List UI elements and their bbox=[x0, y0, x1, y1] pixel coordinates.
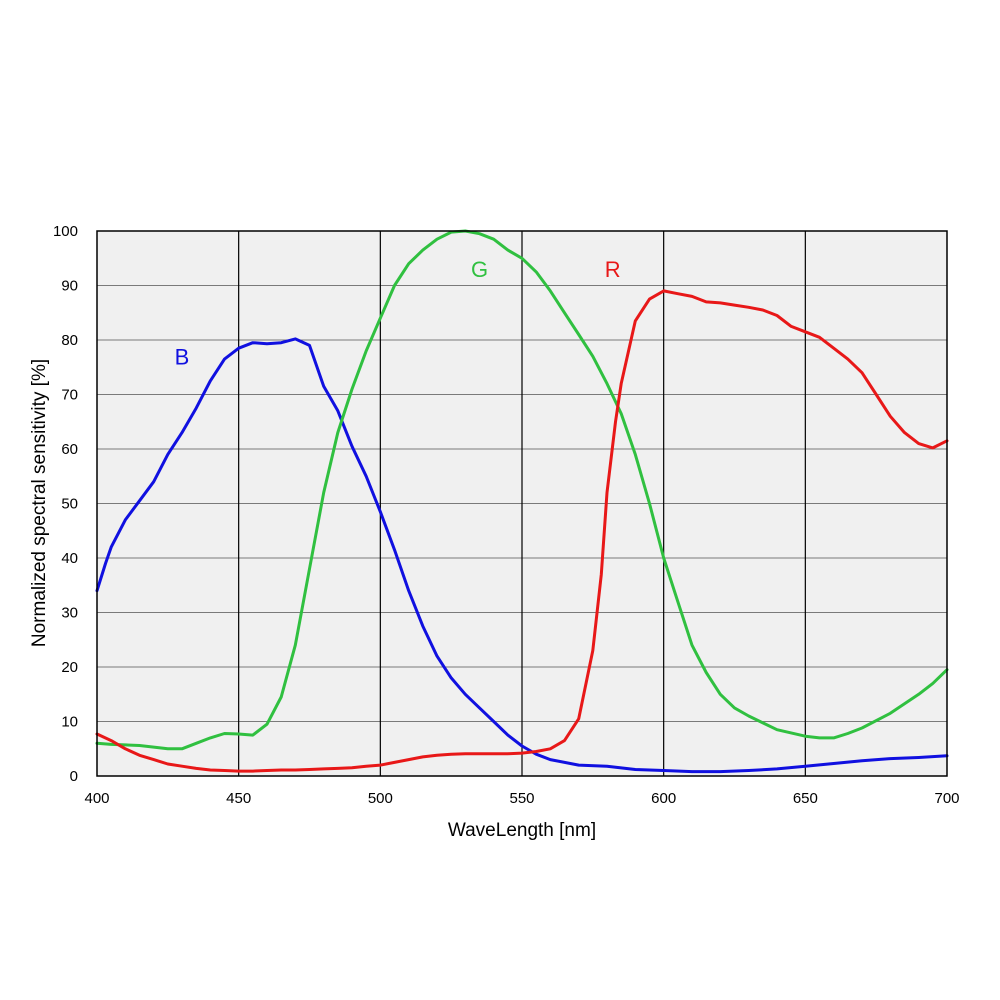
y-axis-title: Normalized spectral sensitivity [%] bbox=[29, 359, 50, 647]
x-axis-title: WaveLength [nm] bbox=[448, 820, 596, 841]
series-line-R bbox=[95, 289, 949, 773]
x-tick-label: 600 bbox=[651, 790, 676, 807]
y-tick-label: 100 bbox=[53, 223, 78, 240]
plot-border bbox=[96, 230, 948, 777]
series-line-G bbox=[95, 229, 949, 751]
y-tick-label: 80 bbox=[61, 332, 78, 349]
series-label-G: G bbox=[471, 257, 488, 282]
y-tick-label: 20 bbox=[61, 659, 78, 676]
y-tick-label: 90 bbox=[61, 278, 78, 295]
x-tick-label: 550 bbox=[509, 790, 534, 807]
series-line-B bbox=[95, 337, 949, 774]
y-axis-ticks: 0 10 20 30 40 50 60 70 80 90 100 bbox=[53, 223, 78, 785]
y-tick-label: 50 bbox=[61, 496, 78, 513]
y-tick-label: 0 bbox=[70, 768, 78, 785]
series-lines bbox=[95, 229, 949, 774]
x-axis-ticks: 400 450 500 550 600 650 700 bbox=[84, 790, 959, 807]
series-labels: B G R bbox=[175, 257, 621, 369]
x-tick-label: 450 bbox=[226, 790, 251, 807]
x-tick-label: 400 bbox=[84, 790, 109, 807]
y-tick-label: 40 bbox=[61, 550, 78, 567]
plot-frame bbox=[96, 230, 948, 777]
series-label-R: R bbox=[605, 257, 621, 282]
gridlines bbox=[97, 231, 947, 776]
y-tick-label: 30 bbox=[61, 605, 78, 622]
y-tick-label: 60 bbox=[61, 441, 78, 458]
x-tick-label: 700 bbox=[934, 790, 959, 807]
y-tick-label: 10 bbox=[61, 714, 78, 731]
x-tick-label: 500 bbox=[368, 790, 393, 807]
y-tick-label: 70 bbox=[61, 387, 78, 404]
x-tick-label: 650 bbox=[793, 790, 818, 807]
series-label-B: B bbox=[175, 344, 190, 369]
